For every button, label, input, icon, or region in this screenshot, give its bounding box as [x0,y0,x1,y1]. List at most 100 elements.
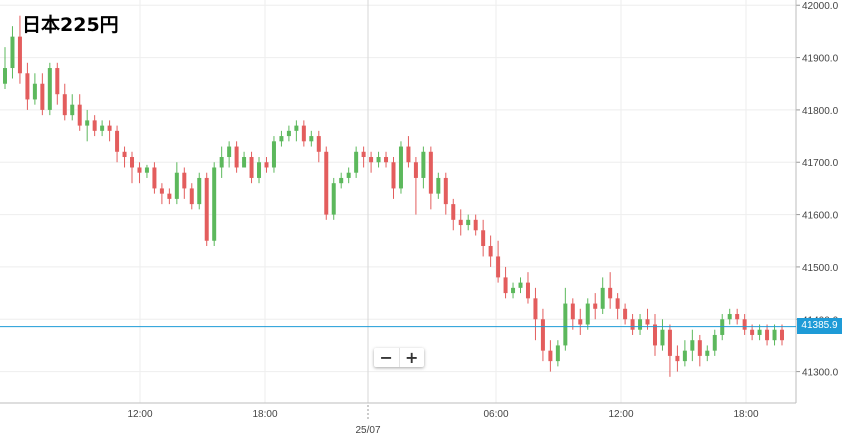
candle-body [242,157,247,168]
candle-body [772,329,777,341]
candle-body [630,319,635,330]
candle-body [570,303,575,320]
candle-body [481,230,486,246]
candle-body [555,345,560,362]
candle-body [92,120,97,131]
candle-body [309,136,314,142]
candle-body [443,177,448,205]
y-tick-label: 41900.0 [802,54,839,65]
current-price-label: 41385.9 [797,318,842,334]
candle-body [473,219,478,231]
candle-body [645,319,650,325]
x-tick-label: 18:00 [733,409,758,420]
candle-body [316,136,321,152]
candle-body [548,350,553,362]
candle-body [369,157,374,163]
zoom-in-button[interactable]: + [405,348,419,367]
candle-body [623,308,628,320]
candle-body [189,188,194,205]
candle-body [40,83,45,110]
candle-body [593,303,598,309]
candle-body [697,340,702,356]
candle-body [750,329,755,335]
candle-body [346,172,351,178]
candle-body [197,177,202,205]
candle-body [279,136,284,142]
candle-body [182,172,187,189]
candle-body [55,68,60,95]
candle-body [47,68,52,110]
y-tick-label: 41700.0 [802,158,839,169]
candle-body [25,73,30,100]
candle-body [130,157,135,168]
y-tick-label: 41500.0 [802,263,839,274]
y-tick-label: 41300.0 [802,368,839,379]
x-tick-label: 12:00 [127,409,152,420]
candle-body [421,151,426,178]
candle-body [122,151,127,158]
candle-body [115,130,120,152]
candle-body [32,83,37,100]
candle-body [488,245,493,257]
candle-body [219,157,224,168]
candle-body [525,282,530,299]
candle-body [406,146,411,163]
candle-body [257,162,262,178]
candle-body [3,68,7,84]
candle-body [466,219,471,226]
candle-body [264,162,269,168]
candle-body [638,319,643,330]
candle-body [757,329,762,335]
candle-body [742,319,747,330]
candle-body [682,350,687,362]
candle-body [428,151,433,194]
candle-body [100,125,105,131]
candle-body [271,141,276,168]
candle-body [436,177,441,194]
candle-body [690,340,695,351]
candle-body [511,287,516,294]
candle-body [608,287,613,299]
y-tick-label: 41600.0 [802,211,839,222]
candle-body [540,319,545,351]
candle-body [735,314,740,320]
candle-body [85,120,90,126]
candle-body [249,157,254,178]
candle-body [578,319,583,325]
candle-body [361,151,366,158]
candle-body [324,151,329,215]
candle-body [451,204,456,220]
candle-body [70,104,75,116]
candle-body [712,334,717,351]
candle-body [458,219,463,226]
candle-body [212,167,217,241]
candle-body [765,329,770,341]
candle-body [391,162,396,189]
candle-body [398,146,403,189]
zoom-control: − + [374,348,424,367]
candle-body [339,177,344,184]
candle-body [137,167,142,173]
chart-title: 日本225円 [22,14,119,36]
x-tick-label: 06:00 [483,409,508,420]
candle-body [496,256,501,278]
candle-body [354,151,359,173]
candle-body [234,146,239,168]
candle-body [10,36,15,69]
candle-body [107,125,112,131]
candle-body [294,125,299,131]
candle-body [660,329,665,346]
candle-body [77,104,82,126]
x-tick-label: 12:00 [608,409,633,420]
candle-body [667,329,672,356]
candle-body [331,183,336,215]
x-tick-label: 18:00 [252,409,277,420]
candle-body [167,193,172,199]
y-tick-label: 42000.0 [802,1,839,12]
candle-body [384,157,389,163]
candle-body [286,130,291,137]
candle-body [705,350,710,356]
candle-body [518,282,523,288]
zoom-out-button[interactable]: − [374,348,400,367]
